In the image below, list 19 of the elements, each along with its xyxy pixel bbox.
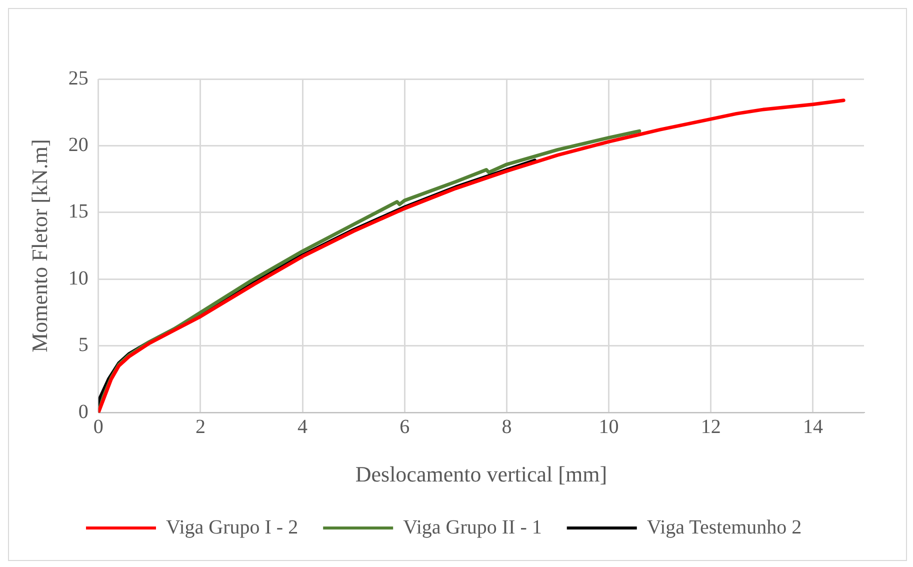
x-axis-title: Deslocamento vertical [mm] — [355, 462, 608, 487]
x-tick-label: 2 — [195, 416, 206, 438]
legend-label: Viga Grupo II - 1 — [403, 516, 542, 538]
legend-label: Viga Testemunho 2 — [646, 516, 802, 538]
y-tick-label: 20 — [68, 134, 88, 156]
x-tick-label: 0 — [93, 416, 104, 438]
x-tick-label: 4 — [298, 416, 308, 438]
x-tick-label: 10 — [598, 416, 619, 438]
y-tick-label: 25 — [68, 67, 88, 90]
x-tick-label: 8 — [502, 416, 512, 438]
x-tick-label: 6 — [400, 416, 410, 438]
y-axis-title: Momento Fletor [kN.m] — [26, 139, 52, 352]
legend-label: Viga Grupo I - 2 — [166, 516, 298, 538]
y-tick-label: 10 — [68, 267, 88, 290]
y-tick-label: 5 — [78, 334, 88, 356]
x-tick-label: 14 — [802, 416, 823, 438]
y-tick-label: 0 — [78, 400, 88, 423]
y-tick-label: 15 — [68, 200, 88, 223]
x-tick-label: 12 — [700, 416, 721, 438]
